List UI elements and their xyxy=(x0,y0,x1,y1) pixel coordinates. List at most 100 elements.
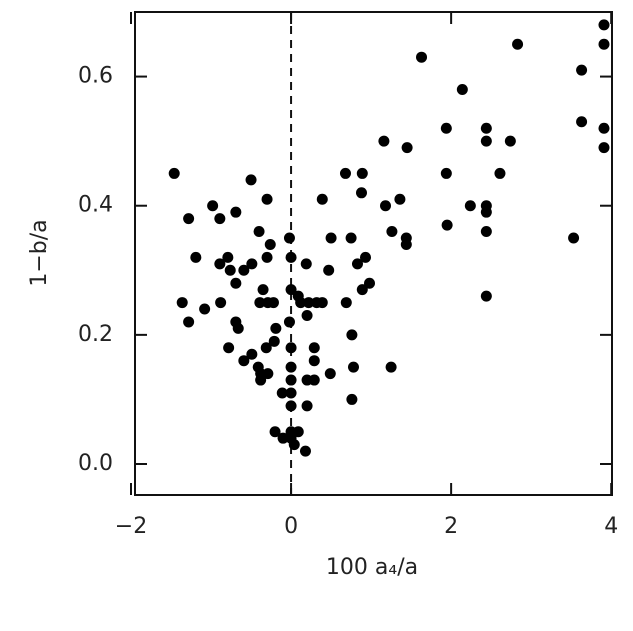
point xyxy=(480,206,492,218)
point xyxy=(230,206,242,218)
y-tick-label: 0.0 xyxy=(78,451,113,476)
point xyxy=(288,439,300,451)
point xyxy=(400,238,412,250)
point xyxy=(440,167,452,179)
point xyxy=(380,200,392,212)
point xyxy=(316,193,328,205)
point xyxy=(283,316,295,328)
point xyxy=(222,251,234,263)
plot-frame xyxy=(134,11,613,496)
point xyxy=(223,342,235,354)
y-tick-label: 0.2 xyxy=(78,322,113,347)
x-tick-label: 4 xyxy=(604,514,618,539)
point xyxy=(301,400,313,412)
point xyxy=(356,167,368,179)
point xyxy=(255,374,267,386)
point xyxy=(292,426,304,438)
point xyxy=(246,258,258,270)
point xyxy=(183,316,195,328)
point xyxy=(238,264,250,276)
point xyxy=(576,64,588,76)
point xyxy=(568,232,580,244)
point xyxy=(308,342,320,354)
point xyxy=(215,297,227,309)
point xyxy=(345,232,357,244)
point xyxy=(576,116,588,128)
point xyxy=(308,374,320,386)
point xyxy=(464,200,476,212)
point xyxy=(480,122,492,134)
point xyxy=(386,226,398,238)
point xyxy=(385,361,397,373)
point xyxy=(598,142,610,154)
point xyxy=(285,342,297,354)
point xyxy=(324,368,336,380)
point xyxy=(346,329,358,341)
point xyxy=(183,213,195,225)
point xyxy=(254,297,266,309)
point xyxy=(303,297,315,309)
point xyxy=(264,238,276,250)
point xyxy=(270,322,282,334)
point xyxy=(199,303,211,315)
point xyxy=(441,219,453,231)
point xyxy=(325,232,337,244)
point xyxy=(598,38,610,50)
point xyxy=(214,213,226,225)
point xyxy=(300,258,312,270)
point xyxy=(245,174,257,186)
x-tick-label: 0 xyxy=(284,514,298,539)
point xyxy=(456,83,468,95)
point xyxy=(416,51,428,63)
point xyxy=(238,355,250,367)
point xyxy=(440,122,452,134)
point xyxy=(346,393,358,405)
point xyxy=(295,297,307,309)
point xyxy=(308,355,320,367)
point xyxy=(214,258,226,270)
point xyxy=(323,264,335,276)
point xyxy=(356,284,368,296)
point xyxy=(253,226,265,238)
point xyxy=(598,19,610,31)
point xyxy=(285,251,297,263)
y-tick-label: 0.4 xyxy=(78,193,113,218)
point xyxy=(339,167,351,179)
point xyxy=(285,361,297,373)
point xyxy=(504,135,516,147)
point xyxy=(480,290,492,302)
point xyxy=(363,277,375,289)
point xyxy=(261,251,273,263)
point xyxy=(355,187,367,199)
x-axis-label: 100 a₄/a xyxy=(326,555,418,580)
point xyxy=(301,309,313,321)
point xyxy=(268,335,280,347)
point xyxy=(283,232,295,244)
point xyxy=(224,264,236,276)
point xyxy=(267,297,279,309)
point xyxy=(230,277,242,289)
point xyxy=(340,297,352,309)
point xyxy=(299,445,311,457)
point xyxy=(598,122,610,134)
point xyxy=(260,342,272,354)
point xyxy=(276,387,288,399)
point xyxy=(285,374,297,386)
y-axis-label: 1−b/a xyxy=(27,219,52,286)
point xyxy=(394,193,406,205)
point xyxy=(512,38,524,50)
x-tick-label: 2 xyxy=(444,514,458,539)
x-tick-label: −2 xyxy=(115,514,147,539)
point xyxy=(359,251,371,263)
point xyxy=(351,258,363,270)
y-tick-label: 0.6 xyxy=(78,64,113,89)
point xyxy=(378,135,390,147)
point xyxy=(401,142,413,154)
point xyxy=(277,432,289,444)
point xyxy=(316,297,328,309)
point xyxy=(176,297,188,309)
point xyxy=(285,387,297,399)
point xyxy=(246,348,258,360)
point xyxy=(190,251,202,263)
